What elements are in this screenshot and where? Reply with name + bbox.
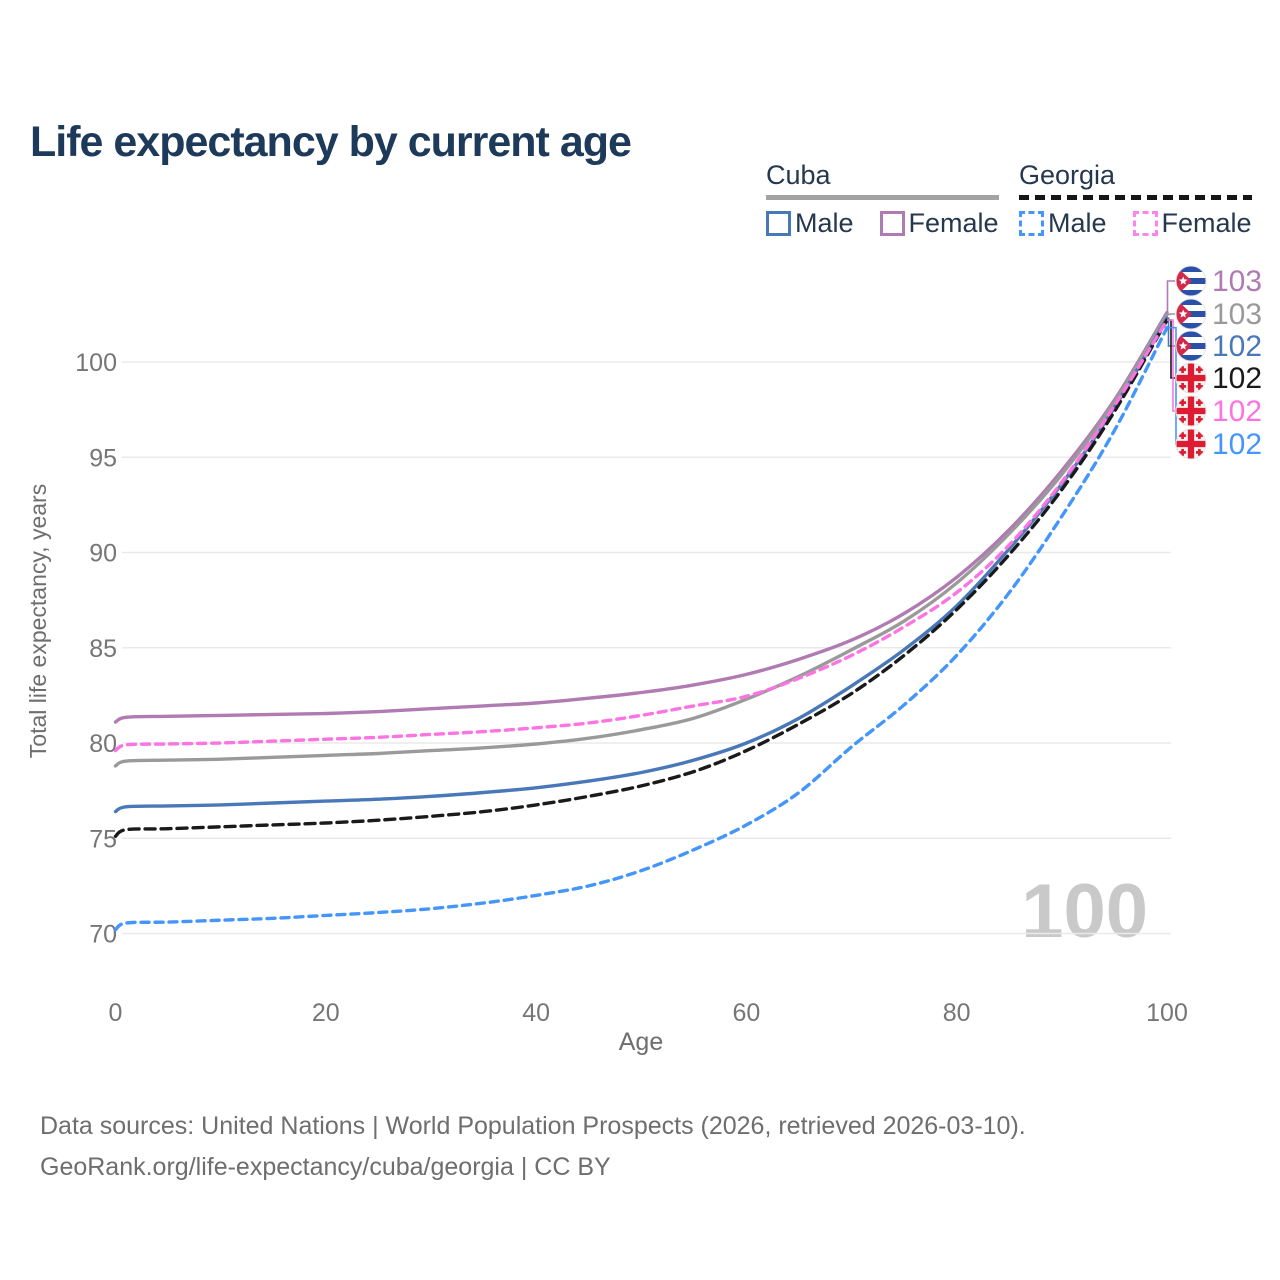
georgia-small-cross [1181,415,1184,423]
legend-item-label: Male [1048,207,1107,238]
legend-underline-georgia [1019,194,1252,200]
flag-ring [1175,362,1207,394]
footer: Data sources: United Nations | World Pop… [40,1106,1026,1188]
cuba-flag-icon [1176,299,1206,329]
georgia-small-cross [1198,448,1201,456]
series-line-georgia-female[interactable] [113,318,1169,753]
y-axis-title: Total life expectancy, years [25,484,51,758]
georgia-small-cross [1198,366,1201,374]
x-tick-label-80: 80 [943,999,971,1027]
y-tick-label-75: 75 [89,825,117,853]
age-watermark: 100 [1021,869,1148,954]
georgia-cross-h [1176,407,1206,415]
georgia-female-swatch-icon [1132,210,1158,236]
end-value-label-cuba-all: 103 [1212,298,1262,331]
cuba-star [1178,309,1188,318]
cuba-star [1178,341,1188,350]
cuba-stripe [1176,323,1206,329]
x-tick-label-40: 40 [522,999,550,1027]
series-line-cuba-all[interactable] [113,312,1169,768]
flag-ring [1175,428,1207,460]
georgia-small-cross [1181,448,1184,456]
cuba-stripe [1176,349,1206,356]
georgia-flag-icon [1176,396,1206,426]
end-value-label-cuba-female: 103 [1212,265,1262,298]
end-label-connector [1166,280,1175,314]
y-tick-label-70: 70 [89,921,117,949]
x-tick-label-100: 100 [1146,999,1188,1027]
y-tick-label-100: 100 [75,349,117,377]
flag-ring [1175,395,1207,427]
cuba-stripe [1176,272,1206,279]
georgia-small-cross [1198,432,1201,440]
flag-ring [1175,298,1207,330]
page-title: Life expectancy by current age [30,117,632,166]
cuba-stripe [1176,331,1206,338]
legend-item-label: Male [795,207,854,238]
georgia-small-cross [1181,399,1184,407]
legend-underline-cuba [766,194,999,200]
y-tick-label-85: 85 [89,635,117,663]
legend-item-georgia-female[interactable]: Female [1132,207,1252,239]
georgia-small-cross [1198,399,1201,407]
cuba-female-swatch-icon [879,210,905,236]
cuba-stripe [1176,355,1206,361]
series-line-georgia-male[interactable] [113,326,1169,932]
cuba-stripe [1176,284,1206,291]
end-value-label-georgia-male: 102 [1212,428,1262,461]
georgia-small-cross [1181,432,1184,440]
georgia-cross-h [1176,374,1206,382]
legend-items-georgia: Male Female [1019,208,1252,239]
flag-ring [1175,265,1207,297]
georgia-flag-icon [1176,429,1206,459]
legend-group-cuba: Cuba Male Female [766,160,999,239]
series-line-cuba-male[interactable] [113,316,1169,814]
georgia-small-cross [1198,382,1201,390]
legend-group-georgia: Georgia Male Female [1019,160,1252,239]
end-value-label-georgia-all: 102 [1212,362,1262,395]
y-tick-label-95: 95 [89,444,117,472]
cuba-stripe [1176,299,1206,306]
x-tick-label-0: 0 [109,999,123,1027]
y-tick-label-90: 90 [89,540,117,568]
legend-item-cuba-female[interactable]: Female [879,207,999,239]
cuba-stripe [1176,266,1206,273]
legend-item-label: Female [908,207,999,238]
legend-header-georgia[interactable]: Georgia [1019,160,1116,190]
series-line-georgia-all[interactable] [113,318,1169,838]
end-value-label-cuba-male: 102 [1212,330,1262,363]
flag-ring [1175,330,1207,362]
legend-item-cuba-male[interactable]: Male [766,208,854,239]
georgia-flag-icon [1176,363,1206,393]
georgia-male-swatch-icon [1019,210,1044,236]
legend-item-label: Female [1161,207,1252,238]
footer-data-sources: Data sources: United Nations | World Pop… [40,1112,1026,1140]
cuba-stripe [1176,290,1206,296]
georgia-small-cross [1198,415,1201,423]
legend-item-georgia-male[interactable]: Male [1019,208,1107,239]
series-line-cuba-female[interactable] [113,310,1169,724]
georgia-cross-h [1176,440,1206,448]
cuba-star [1178,276,1188,285]
y-tick-label-80: 80 [89,730,117,758]
georgia-small-cross [1181,382,1184,390]
end-value-label-georgia-female: 102 [1212,395,1262,428]
cuba-flag-icon [1176,331,1206,361]
x-tick-label-20: 20 [312,999,340,1027]
cuba-stripe [1176,337,1206,344]
end-label-connector [1167,319,1175,412]
legend-header-cuba[interactable]: Cuba [766,160,831,190]
x-tick-label-60: 60 [732,999,760,1027]
cuba-male-swatch-icon [766,210,791,236]
cuba-stripe [1176,305,1206,312]
x-axis-title: Age [619,1028,663,1056]
cuba-flag-icon [1176,266,1206,296]
cuba-stripe [1176,317,1206,324]
legend-items-cuba: Male Female [766,208,999,239]
georgia-small-cross [1181,366,1184,374]
footer-attribution-link: GeoRank.org/life-expectancy/cuba/georgia… [40,1153,611,1181]
